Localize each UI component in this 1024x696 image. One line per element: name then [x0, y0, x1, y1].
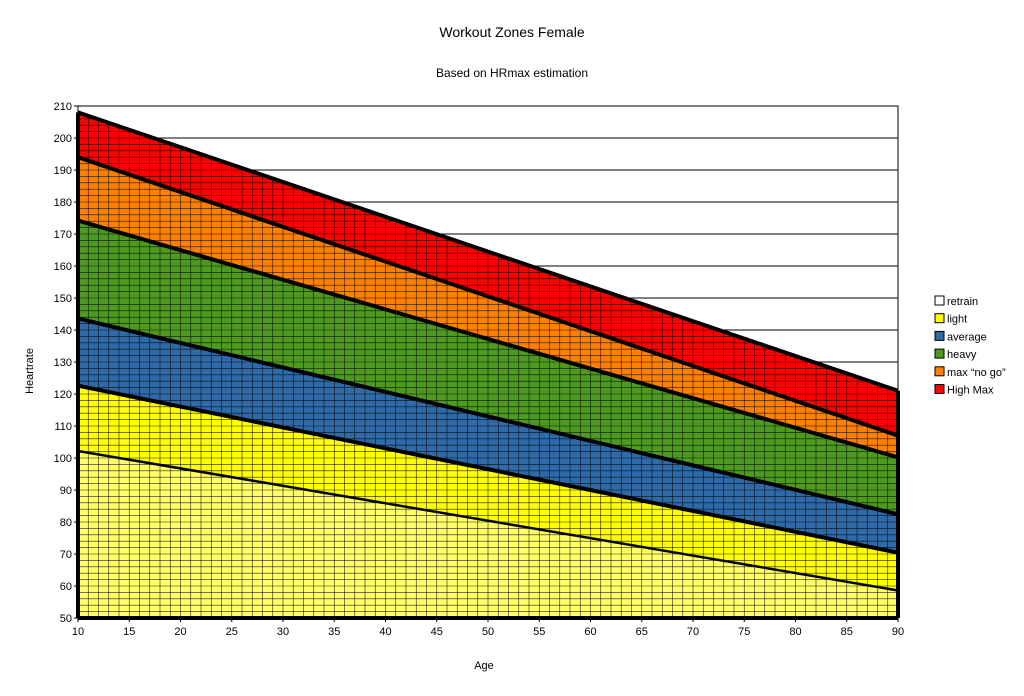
y-tick-label-200: 200 [54, 133, 72, 145]
legend-label-2: average [947, 331, 987, 343]
legend-swatch-0 [934, 295, 945, 306]
chart-title: Workout Zones Female [439, 24, 584, 40]
boundary-line-5 [77, 110, 899, 393]
y-tick-label-50: 50 [60, 613, 72, 625]
legend-swatch-4 [934, 366, 945, 377]
x-tick-label-55: 55 [533, 626, 545, 638]
x-tick-label-30: 30 [277, 626, 289, 638]
x-tick-label-60: 60 [584, 626, 596, 638]
legend-label-4: max “no go” [947, 367, 1006, 379]
boundary-line-4 [77, 155, 899, 438]
legend: retrain light average heavy max “no go” High … [934, 295, 1006, 397]
x-tick-label-40: 40 [379, 626, 391, 638]
legend-swatch-3 [934, 348, 945, 359]
y-tick-label-60: 60 [60, 581, 72, 593]
x-tick-label-35: 35 [328, 626, 340, 638]
y-tick-label-120: 120 [54, 389, 72, 401]
y-tick-label-130: 130 [54, 357, 72, 369]
y-axis-label: Heartrate [24, 348, 36, 394]
x-tick-label-65: 65 [636, 626, 648, 638]
y-tick-label-190: 190 [54, 165, 72, 177]
plot-area: 50 60 70 80 90 100 110 120 130 140 150 160 170 180 190… [54, 101, 904, 638]
x-tick-label-50: 50 [482, 626, 494, 638]
y-tick-label-140: 140 [54, 325, 72, 337]
legend-swatch-2 [934, 330, 945, 341]
x-tick-label-90: 90 [892, 626, 904, 638]
boundary-line-2 [77, 316, 899, 517]
x-tick-label-10: 10 [72, 626, 84, 638]
x-axis-label: Age [474, 660, 494, 672]
x-tick-label-75: 75 [738, 626, 750, 638]
x-tick-label-45: 45 [431, 626, 443, 638]
fine-grid [78, 112, 898, 619]
y-tick-label-150: 150 [54, 293, 72, 305]
x-tick-label-70: 70 [687, 626, 699, 638]
legend-swatch-1 [934, 313, 945, 324]
x-tick-label-25: 25 [226, 626, 238, 638]
x-tick-label-20: 20 [174, 626, 186, 638]
legend-label-1: light [947, 314, 967, 326]
x-tick-label-85: 85 [841, 626, 853, 638]
x-tick-label-80: 80 [789, 626, 801, 638]
y-tick-label-210: 210 [54, 101, 72, 113]
boundary-line-1 [77, 383, 899, 555]
boundary-line-3 [77, 218, 899, 460]
legend-label-3: heavy [947, 349, 977, 361]
x-tick-label-15: 15 [123, 626, 135, 638]
y-tick-label-90: 90 [60, 485, 72, 497]
y-tick-label-110: 110 [54, 421, 72, 433]
y-tick-label-170: 170 [54, 229, 72, 241]
legend-label-0: retrain [947, 296, 978, 308]
y-tick-label-160: 160 [54, 261, 72, 273]
legend-label-5: High Max [947, 385, 994, 397]
boundary-line-0 [77, 449, 899, 592]
y-tick-label-180: 180 [54, 197, 72, 209]
legend-swatch-5 [934, 384, 945, 394]
y-tick-label-100: 100 [54, 453, 72, 465]
y-tick-label-80: 80 [60, 517, 72, 529]
y-tick-label-70: 70 [60, 549, 72, 561]
chart-subtitle: Based on HRmax estimation [436, 66, 588, 80]
